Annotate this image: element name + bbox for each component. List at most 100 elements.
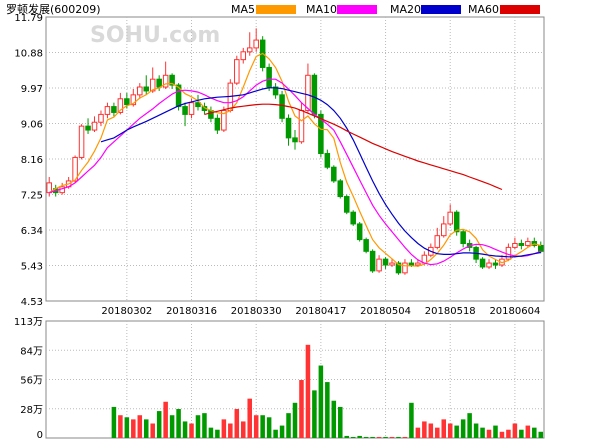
candle-body (266, 66, 272, 88)
candle-body (111, 106, 117, 113)
candle-body (279, 94, 285, 119)
candle (356, 221, 363, 242)
ma-line-ma10 (49, 78, 542, 266)
volume-bar (279, 425, 285, 438)
volume-bar (156, 411, 162, 438)
volume-bar (202, 413, 207, 438)
candle-body (143, 86, 150, 92)
volume-bar (525, 425, 531, 438)
price-tick-label: 7.25 (21, 191, 43, 202)
volume-bar (273, 429, 278, 438)
volume-bar (189, 423, 194, 438)
volume-bar (305, 344, 311, 438)
volume-bar (519, 429, 524, 438)
volume-bar (312, 390, 317, 438)
candle (525, 237, 531, 248)
candle-body (369, 250, 376, 272)
candle-body (272, 86, 279, 96)
date-tick-label: 20180302 (101, 306, 152, 317)
candle (279, 90, 285, 123)
watermark: SOHU.com (90, 23, 220, 48)
candle-body (305, 74, 311, 111)
candle-body (415, 262, 421, 266)
volume-bar (350, 436, 356, 438)
candle-body (518, 242, 525, 246)
candle-body (479, 258, 486, 268)
candle-body (182, 106, 188, 115)
candle-body (124, 98, 130, 106)
volume-bar (480, 427, 485, 438)
candle-body (382, 258, 389, 266)
candle-body (221, 109, 227, 131)
volume-bar (460, 419, 466, 438)
price-tick-label: 5.43 (21, 262, 43, 273)
volume-bar (538, 431, 544, 438)
ma-line-ma20 (100, 87, 541, 258)
candle (369, 249, 376, 273)
volume-bar (506, 429, 511, 438)
candle (85, 118, 91, 134)
volume-bar (253, 415, 259, 438)
candle-body (162, 74, 169, 88)
candle-body (453, 211, 460, 233)
candle (240, 47, 247, 64)
volume-bar (318, 365, 324, 438)
candle-body (350, 211, 356, 225)
volume-bar (228, 423, 233, 438)
candle-body (376, 258, 382, 272)
volume-bar (389, 436, 395, 438)
candle (272, 83, 279, 99)
candle-body (234, 59, 240, 84)
candle-body (175, 84, 182, 108)
volume-bar (370, 436, 375, 438)
candle-body (363, 239, 369, 252)
volume-tick-label: 113万 (14, 317, 43, 328)
candle-body (253, 39, 259, 49)
candle (395, 261, 402, 275)
candle-body (117, 98, 124, 113)
candle (440, 216, 447, 238)
candle (169, 73, 175, 89)
volume-tick-label: 28万 (20, 405, 43, 416)
legend-ma5-label: MA5 (231, 3, 255, 16)
candle (486, 259, 492, 269)
candle (512, 237, 518, 250)
price-tick-label: 8.16 (21, 155, 43, 166)
volume-bar (402, 436, 408, 438)
volume-bar (215, 429, 220, 438)
candle (111, 102, 117, 117)
candle-body (98, 113, 104, 123)
candle-body (214, 117, 221, 131)
candle-body (292, 137, 298, 143)
volume-bar (467, 413, 472, 438)
volume-bar (383, 436, 388, 438)
volume-bar (435, 427, 440, 438)
candle-body (311, 74, 318, 115)
volume-bar (473, 423, 479, 438)
candle-body (460, 231, 466, 244)
volume-bar (396, 436, 401, 438)
volume-bar (169, 415, 175, 438)
volume-bar (376, 436, 382, 438)
candle-body (525, 241, 531, 246)
candle (253, 28, 259, 52)
candle-body (240, 51, 247, 61)
volume-bar (415, 427, 421, 438)
candle (518, 239, 525, 250)
candle (492, 259, 499, 269)
ma-line-ma5 (48, 52, 541, 267)
price-tick-label: 9.06 (21, 120, 43, 131)
volume-bar (195, 415, 201, 438)
volume-bar (441, 419, 447, 438)
volume-bars (111, 344, 544, 438)
candle (266, 63, 272, 91)
candle-body (512, 242, 518, 248)
candle (208, 106, 214, 123)
price-tick-label: 4.53 (21, 297, 43, 308)
candle-body (72, 156, 78, 182)
volume-bar (447, 423, 453, 438)
candle-body (104, 106, 111, 115)
moving-averages (48, 52, 542, 267)
candle (234, 55, 240, 86)
